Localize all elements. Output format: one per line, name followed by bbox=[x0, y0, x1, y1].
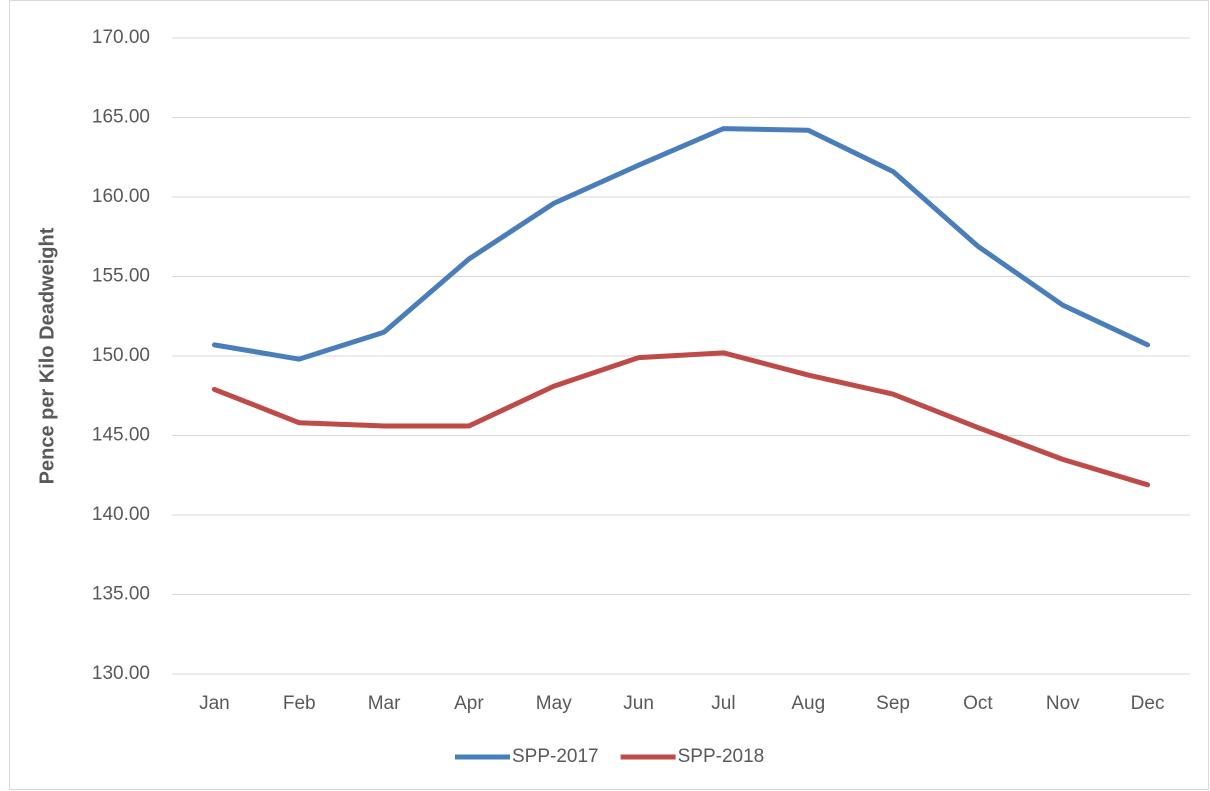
line-series bbox=[211, 350, 1151, 488]
x-tick-label: Jul bbox=[711, 693, 735, 714]
x-tick-label: Mar bbox=[368, 693, 401, 714]
x-tick-label: Jun bbox=[623, 693, 654, 714]
y-tick-label: 160.00 bbox=[92, 186, 150, 207]
y-tick-label: 145.00 bbox=[92, 425, 150, 446]
legend-label: SPP-2017 bbox=[512, 746, 599, 767]
x-tick-label: Nov bbox=[1046, 693, 1080, 714]
legend-label: SPP-2018 bbox=[678, 746, 765, 767]
chart-border bbox=[9, 0, 1209, 790]
x-tick-label: Jan bbox=[199, 693, 230, 714]
x-tick-label: May bbox=[536, 693, 572, 714]
x-tick-label: Apr bbox=[454, 693, 484, 714]
x-tick-label: Feb bbox=[283, 693, 316, 714]
x-tick-label: Oct bbox=[963, 693, 993, 714]
x-tick-label: Sep bbox=[876, 693, 910, 714]
y-tick-label: 150.00 bbox=[92, 345, 150, 366]
y-tick-label: 130.00 bbox=[92, 663, 150, 684]
y-axis-title: Pence per Kilo Deadweight bbox=[36, 227, 58, 484]
x-tick-label: Dec bbox=[1131, 693, 1165, 714]
y-tick-label: 140.00 bbox=[92, 504, 150, 525]
y-tick-label: 165.00 bbox=[92, 107, 150, 128]
y-tick-label: 155.00 bbox=[92, 266, 150, 287]
y-tick-label: 170.00 bbox=[92, 27, 150, 48]
x-tick-label: Aug bbox=[791, 693, 825, 714]
y-tick-label: 135.00 bbox=[92, 584, 150, 605]
line-series bbox=[211, 126, 1151, 362]
